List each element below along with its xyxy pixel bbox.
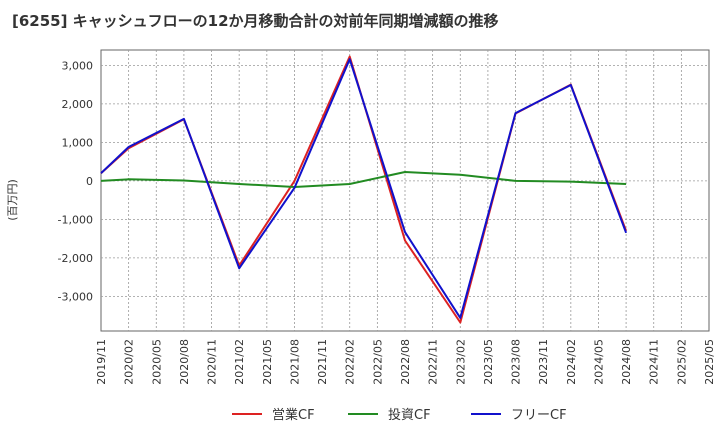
chart-title: [6255] キャッシュフローの12か月移動合計の対前年同期増減額の推移 [12, 12, 499, 30]
x-tick-label: 2020/11 [206, 339, 219, 385]
x-tick-label: 2022/02 [344, 339, 357, 385]
x-tick-label: 2025/05 [703, 339, 716, 385]
legend-label: フリーCF [511, 408, 567, 423]
x-tick-label: 2023/05 [482, 339, 495, 385]
x-tick-label: 2023/11 [537, 339, 550, 385]
x-tick-label: 2023/02 [454, 339, 467, 385]
x-tick-label: 2024/02 [565, 339, 578, 385]
y-tick-label: 1,000 [62, 136, 94, 149]
series-line [100, 171, 627, 188]
x-tick-label: 2023/08 [510, 339, 523, 385]
x-tick-label: 2024/08 [620, 339, 633, 385]
x-tick-label: 2020/05 [150, 339, 163, 385]
y-tick-label: -2,000 [58, 252, 93, 265]
legend-label: 営業CF [272, 407, 315, 423]
x-tick-label: 2019/11 [95, 339, 108, 385]
x-tick-label: 2021/11 [316, 339, 329, 385]
y-tick-label: 3,000 [62, 59, 94, 72]
x-tick-label: 2020/08 [178, 339, 191, 385]
x-tick-label: 2025/02 [675, 339, 688, 385]
x-tick-label: 2022/05 [371, 339, 384, 385]
y-tick-label: 2,000 [62, 98, 94, 111]
series-line [100, 58, 628, 319]
legend-label: 投資CF [388, 407, 431, 423]
x-tick-label: 2022/11 [427, 339, 440, 385]
x-tick-label: 2021/08 [288, 339, 301, 385]
x-tick-label: 2024/05 [592, 339, 605, 385]
y-tick-label: -3,000 [58, 290, 93, 303]
y-axis-label: (百万円) [6, 179, 19, 221]
x-tick-label: 2022/08 [399, 339, 412, 385]
x-tick-label: 2021/02 [233, 339, 246, 385]
y-tick-label: 0 [86, 175, 93, 188]
x-tick-label: 2024/11 [648, 339, 661, 385]
y-tick-label: -1,000 [58, 213, 93, 226]
x-tick-label: 2021/05 [261, 339, 274, 385]
x-tick-label: 2020/02 [123, 339, 136, 385]
